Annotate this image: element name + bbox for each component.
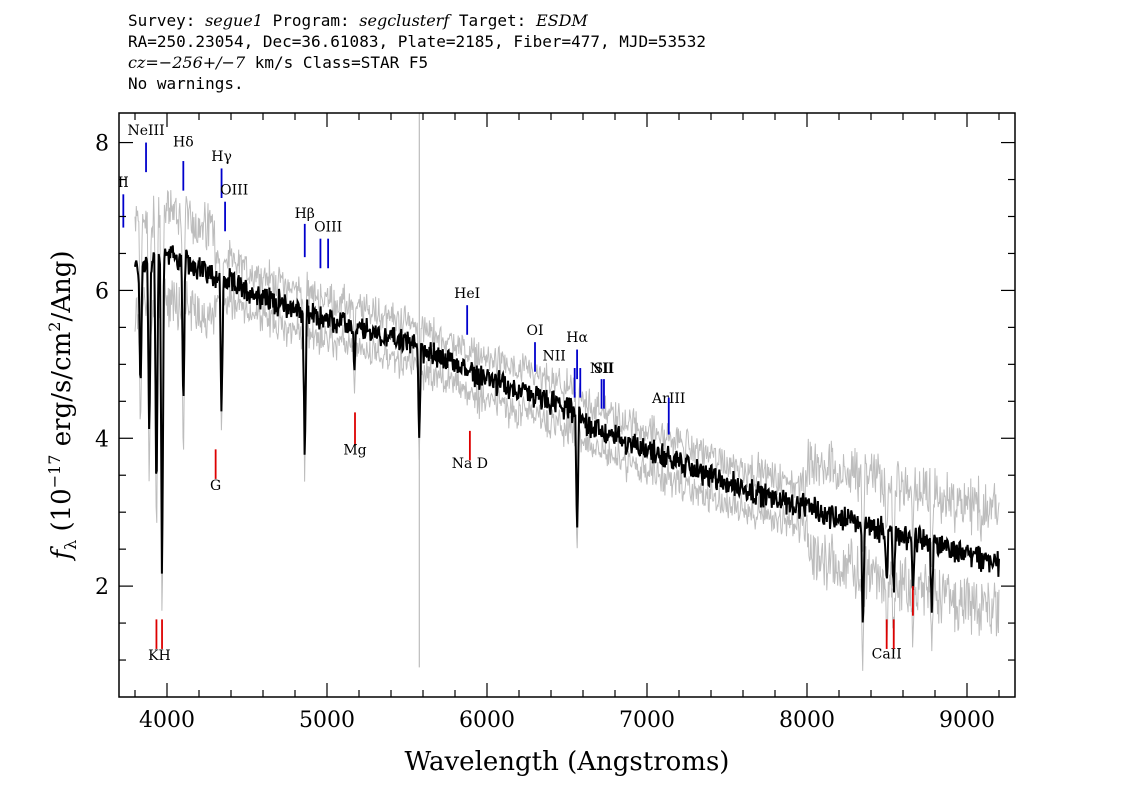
emission-line-label: OIII: [220, 182, 248, 198]
x-tick-label: 8000: [779, 708, 835, 733]
ylabel-post: /Ang): [47, 250, 77, 321]
emission-line-label: Hδ: [173, 134, 194, 150]
noise-series: [134, 189, 1000, 671]
emission-line-label: NII: [543, 349, 566, 365]
program-label: Program:: [262, 11, 360, 30]
ylabel-mid: erg/s/cm: [47, 332, 77, 455]
line-markers: IINeIIIHδHγOIIIHβOIIIHeIOINIIHαNIISIIArI…: [118, 123, 914, 664]
emission-line-label: II: [118, 175, 129, 191]
y-tick-label: 4: [95, 427, 109, 452]
emission-line-label: Hα: [566, 330, 588, 346]
absorption-line-label: G: [210, 478, 221, 494]
emission-line-label: Hγ: [211, 149, 232, 165]
ylabel-exp1: −17: [45, 455, 64, 489]
class-text: km/s Class=STAR F5: [245, 53, 429, 72]
axis-ticks: 4000 5000 6000 7000 8000 9000 2 4 6 8: [95, 113, 1015, 733]
flux-series: [134, 245, 1000, 623]
emission-line-label: NeIII: [127, 123, 164, 139]
y-tick-label: 8: [95, 132, 109, 157]
absorption-line-label: K: [148, 648, 159, 664]
target-value: ESDM: [535, 11, 588, 30]
absorption-line-label: Na D: [452, 456, 488, 472]
cz-label: cz=: [128, 53, 159, 72]
y-tick-label: 6: [95, 279, 109, 304]
header-line-survey: Survey: segue1 Program: segclusterf Targ…: [128, 10, 706, 31]
y-tick-label: 2: [95, 575, 109, 600]
ylabel-exp2: 2: [45, 322, 64, 332]
ylabel-pre: (10: [47, 488, 77, 540]
x-tick-label: 9000: [939, 708, 995, 733]
plot-frame: [118, 112, 1016, 698]
emission-line-label: OI: [526, 323, 543, 339]
survey-label: Survey:: [128, 11, 206, 30]
noise-upper-line: [134, 189, 1000, 568]
emission-line-label: Hβ: [295, 206, 315, 222]
absorption-line-label: Mg: [343, 443, 366, 459]
x-tick-label: 7000: [619, 708, 675, 733]
emission-line-label: OIII: [314, 219, 342, 235]
absorption-line-label: CaII: [872, 647, 902, 663]
flux-line: [134, 245, 1000, 623]
program-value: segclusterf: [359, 11, 450, 30]
ylabel-sub: λ: [61, 540, 80, 550]
x-tick-label: 5000: [299, 708, 355, 733]
target-label: Target:: [449, 11, 536, 30]
spectrum-header: Survey: segue1 Program: segclusterf Targ…: [128, 10, 706, 94]
emission-line-label: ArIII: [651, 391, 685, 407]
x-axis-label: Wavelength (Angstroms): [405, 747, 730, 777]
x-tick-label: 4000: [139, 708, 195, 733]
header-line-redshift: cz=−256+/−7 km/s Class=STAR F5: [128, 52, 706, 73]
cz-value: −256+/−7: [158, 53, 246, 72]
emission-line-label: SII: [594, 361, 615, 377]
absorption-line-label: H: [158, 648, 170, 664]
x-tick-label: 6000: [459, 708, 515, 733]
y-axis-label: fλ (10−17 erg/s/cm2/Ang): [45, 250, 80, 561]
survey-value: segue1: [205, 11, 263, 30]
emission-line-label: NII: [590, 361, 613, 377]
header-line-warnings: No warnings.: [128, 74, 244, 93]
emission-line-label: HeI: [454, 286, 480, 302]
header-line-coords: RA=250.23054, Dec=36.61083, Plate=2185, …: [128, 32, 706, 51]
